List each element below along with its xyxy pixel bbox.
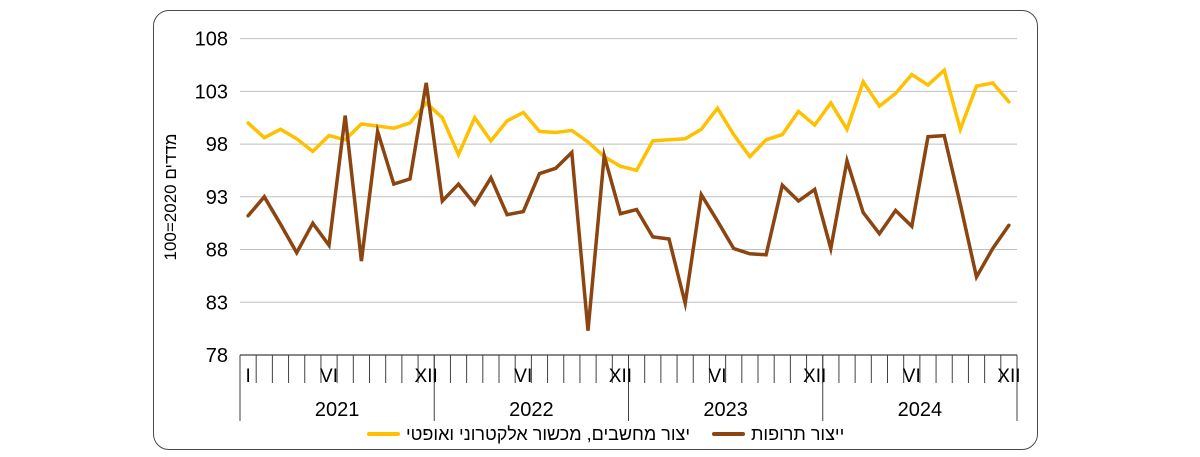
svg-text:VI: VI [709,366,727,387]
svg-text:XII: XII [609,366,632,387]
svg-text:I: I [245,366,250,387]
svg-text:98: 98 [206,134,228,156]
chart-panel-border [153,10,1038,450]
legend-item-computers: יצור מחשבים, מכשור אלקטרוני ואופטי [367,424,690,444]
svg-text:VI: VI [320,366,338,387]
svg-text:2021: 2021 [315,399,360,421]
svg-text:2023: 2023 [703,399,748,421]
legend-line-pharma-icon [712,432,745,436]
y-axis-title: מדדים 2020=100 [161,133,180,261]
svg-text:83: 83 [206,292,228,314]
svg-text:88: 88 [206,240,228,262]
svg-text:XII: XII [997,366,1020,387]
svg-text:XII: XII [415,366,438,387]
svg-text:108: 108 [195,29,228,51]
svg-text:93: 93 [206,187,228,209]
svg-text:78: 78 [206,345,228,367]
legend-item-pharma: ייצור תרופות [712,424,844,444]
svg-text:2024: 2024 [898,399,943,421]
svg-text:103: 103 [195,81,228,103]
legend-label-computers: יצור מחשבים, מכשור אלקטרוני ואופטי [406,424,691,444]
svg-text:2022: 2022 [509,399,554,421]
svg-text:XII: XII [803,366,826,387]
legend-line-computers-icon [367,432,400,436]
legend-label-pharma: ייצור תרופות [751,424,845,444]
svg-text:VI: VI [903,366,921,387]
svg-text:VI: VI [514,366,532,387]
